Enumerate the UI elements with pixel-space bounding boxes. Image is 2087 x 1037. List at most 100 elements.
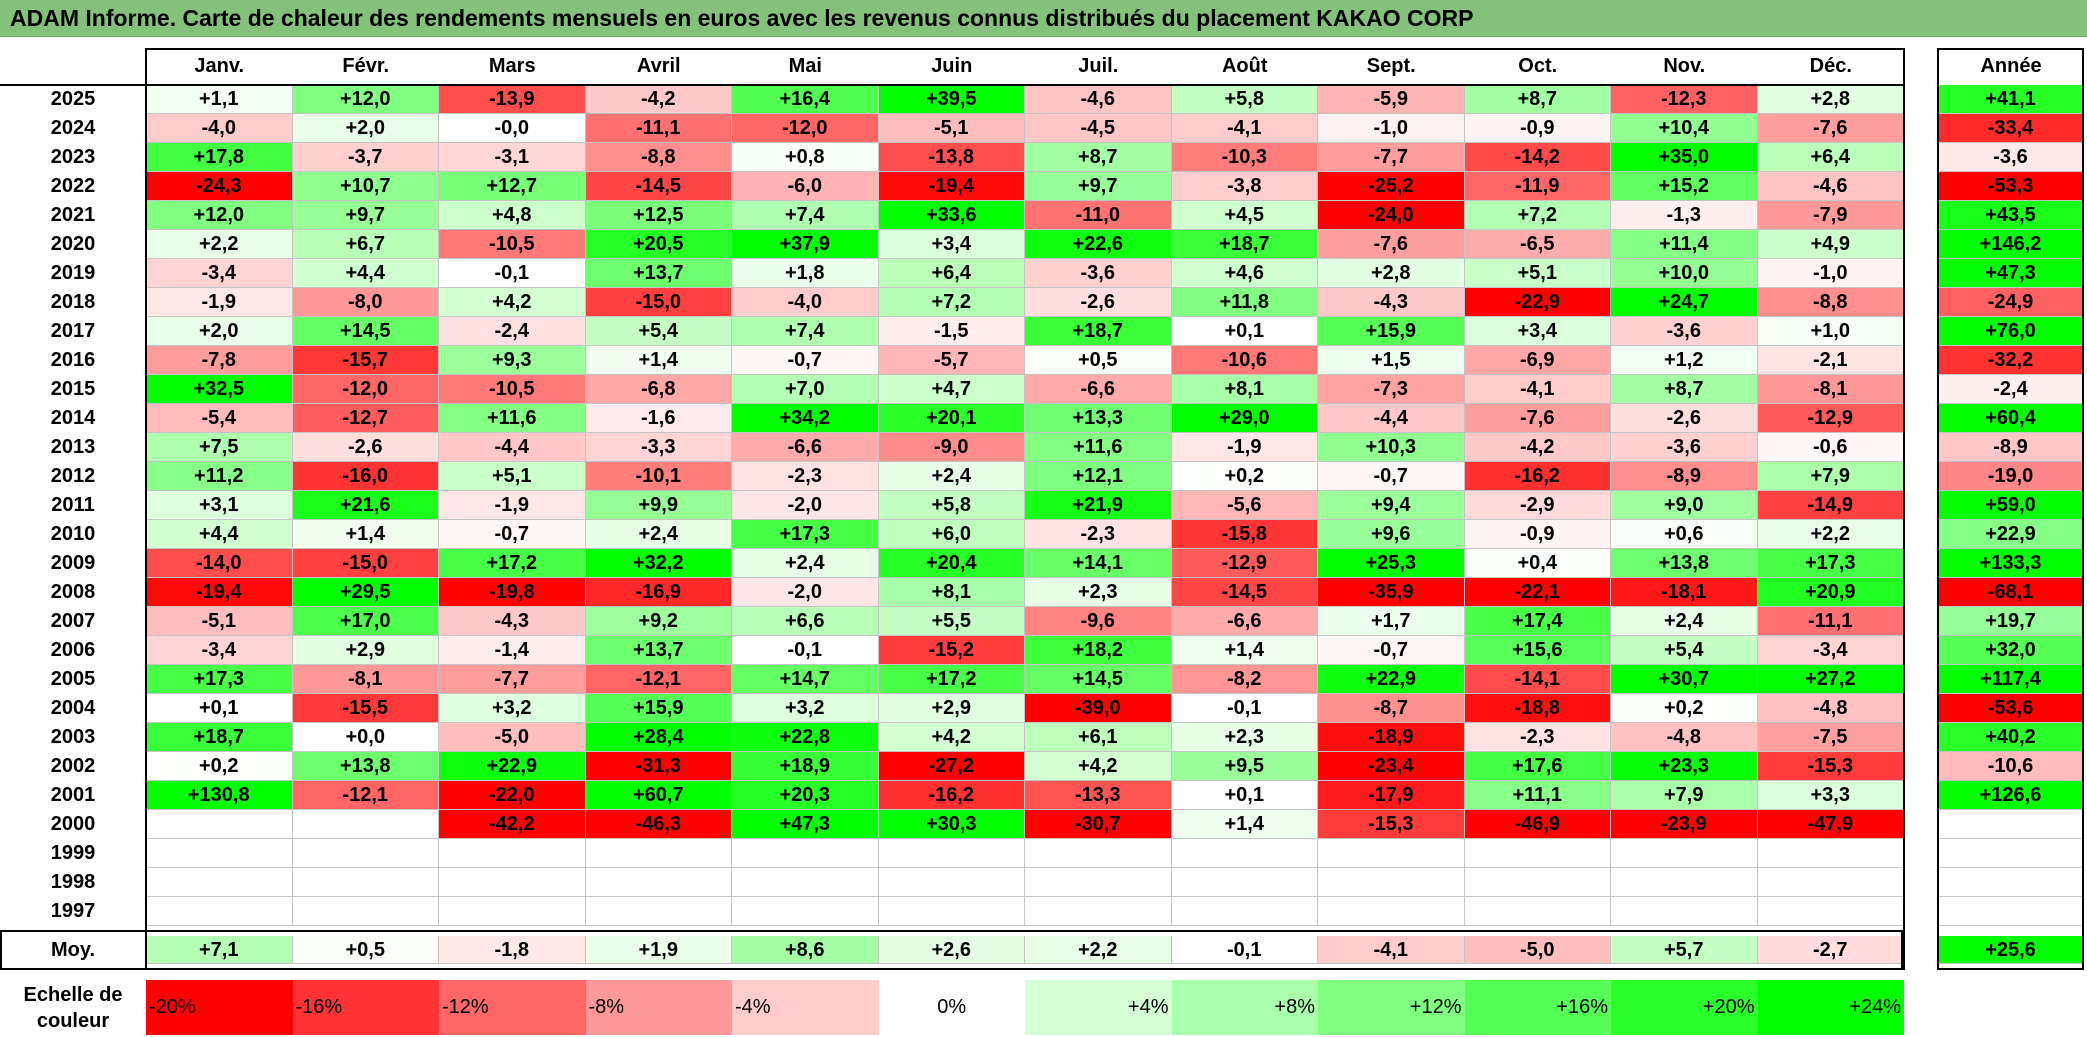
heatmap-cell: -0,7 — [1318, 462, 1465, 491]
heatmap-cell — [1171, 868, 1318, 897]
average-cell: +8,6 — [732, 936, 879, 964]
annual-cell: -68,1 — [1938, 578, 2084, 607]
heatmap-cell: -3,4 — [146, 259, 293, 288]
heatmap-cell: +32,5 — [146, 375, 293, 404]
heatmap-cell: +13,8 — [1611, 549, 1758, 578]
heatmap-cell: -7,7 — [439, 665, 586, 694]
heatmap-cell: -18,9 — [1318, 723, 1465, 752]
heatmap-cell: +22,6 — [1025, 230, 1172, 259]
heatmap-cell: +7,9 — [1611, 781, 1758, 810]
heatmap-cell: -39,0 — [1025, 694, 1172, 723]
heatmap-cell: +0,8 — [732, 143, 879, 172]
heatmap-cell: +0,1 — [146, 694, 293, 723]
heatmap-cell: -8,1 — [292, 665, 439, 694]
annual-header: Année — [1980, 55, 2042, 77]
month-header: Avril — [636, 55, 681, 77]
heatmap-cell: +0,2 — [1171, 462, 1318, 491]
annual-cell: +40,2 — [1938, 723, 2084, 752]
heatmap-cell: -14,0 — [146, 549, 293, 578]
heatmap-cell: +10,3 — [1318, 433, 1465, 462]
heatmap-cell: +7,9 — [1757, 462, 1904, 491]
heatmap-cell: +39,5 — [878, 85, 1025, 114]
year-label: 2020 — [50, 233, 96, 255]
average-cell: -1,8 — [439, 936, 586, 964]
color-scale-swatch: +4% — [1025, 980, 1172, 1035]
heatmap-cell: -16,2 — [1464, 462, 1611, 491]
heatmap-cell — [1025, 839, 1172, 868]
heatmap-cell: +1,0 — [1757, 317, 1904, 346]
heatmap-cell — [292, 810, 439, 839]
heatmap-cell: +5,8 — [1171, 85, 1318, 114]
color-scale-swatch: +24% — [1757, 980, 1904, 1035]
annual-cell — [1938, 810, 2084, 839]
heatmap-cell: -12,7 — [292, 404, 439, 433]
heatmap-cell: -16,2 — [878, 781, 1025, 810]
heatmap-cell — [1464, 839, 1611, 868]
heatmap-cell: +29,5 — [292, 578, 439, 607]
year-label: 2000 — [50, 813, 96, 835]
heatmap-cell: -7,9 — [1757, 201, 1904, 230]
average-cell: -5,0 — [1464, 936, 1611, 964]
heatmap-cell — [585, 839, 732, 868]
year-label: 2016 — [50, 349, 96, 371]
heatmap-cell: +22,8 — [732, 723, 879, 752]
heatmap-cell: -1,5 — [878, 317, 1025, 346]
annual-cell — [1938, 839, 2084, 868]
heatmap-cell: -2,9 — [1464, 491, 1611, 520]
heatmap-cell — [146, 897, 293, 926]
heatmap-cell: +60,7 — [585, 781, 732, 810]
heatmap-cell: -3,1 — [439, 143, 586, 172]
heatmap-cell: +6,0 — [878, 520, 1025, 549]
heatmap-cell: +1,1 — [146, 85, 293, 114]
heatmap-cell: +1,8 — [732, 259, 879, 288]
heatmap-cell: +4,7 — [878, 375, 1025, 404]
heatmap-cell: +8,7 — [1464, 85, 1611, 114]
heatmap-cell: +22,9 — [1318, 665, 1465, 694]
annual-cell: -19,0 — [1938, 462, 2084, 491]
heatmap-cell: +18,9 — [732, 752, 879, 781]
heatmap-cell: -5,7 — [878, 346, 1025, 375]
heatmap-cell: -15,8 — [1171, 520, 1318, 549]
heatmap-cell: +7,4 — [732, 317, 879, 346]
average-cell: +2,6 — [878, 936, 1025, 964]
heatmap-cell: +17,2 — [439, 549, 586, 578]
heatmap-cell: -12,1 — [585, 665, 732, 694]
heatmap-cell: +5,4 — [1611, 636, 1758, 665]
heatmap-cell: -9,6 — [1025, 607, 1172, 636]
heatmap-cell: +37,9 — [732, 230, 879, 259]
heatmap-cell: -1,6 — [585, 404, 732, 433]
heatmap-cell: -7,6 — [1318, 230, 1465, 259]
heatmap-cell: +7,2 — [1464, 201, 1611, 230]
year-label: 1997 — [50, 900, 96, 922]
heatmap-cell: +12,0 — [146, 201, 293, 230]
heatmap-cell: -4,8 — [1757, 694, 1904, 723]
heatmap-cell — [1757, 868, 1904, 897]
heatmap-cell: -4,1 — [1464, 375, 1611, 404]
month-header: Févr. — [342, 55, 390, 77]
heatmap-cell: -8,0 — [292, 288, 439, 317]
heatmap-cell: -46,9 — [1464, 810, 1611, 839]
heatmap-cell: +2,9 — [878, 694, 1025, 723]
heatmap-cell: +5,5 — [878, 607, 1025, 636]
heatmap-cell — [585, 868, 732, 897]
heatmap-cell: -6,9 — [1464, 346, 1611, 375]
heatmap-cell — [878, 868, 1025, 897]
heatmap-cell — [439, 897, 586, 926]
heatmap-cell: +4,4 — [146, 520, 293, 549]
heatmap-cell: +9,7 — [1025, 172, 1172, 201]
annual-cell: +146,2 — [1938, 230, 2084, 259]
heatmap-cell: +9,4 — [1318, 491, 1465, 520]
heatmap-cell: +28,4 — [585, 723, 732, 752]
month-header: Juil. — [1078, 55, 1119, 77]
heatmap-cell: -1,9 — [1171, 433, 1318, 462]
heatmap-cell — [1171, 839, 1318, 868]
heatmap-cell: +14,5 — [292, 317, 439, 346]
color-scale-swatch: +20% — [1611, 980, 1758, 1035]
heatmap-cell: +35,0 — [1611, 143, 1758, 172]
annual-cell: +41,1 — [1938, 85, 2084, 114]
heatmap-cell: +7,2 — [878, 288, 1025, 317]
heatmap-cell: -7,7 — [1318, 143, 1465, 172]
heatmap-cell: -12,9 — [1171, 549, 1318, 578]
color-scale-swatch: -20% — [146, 980, 293, 1035]
heatmap-cell: -5,6 — [1171, 491, 1318, 520]
